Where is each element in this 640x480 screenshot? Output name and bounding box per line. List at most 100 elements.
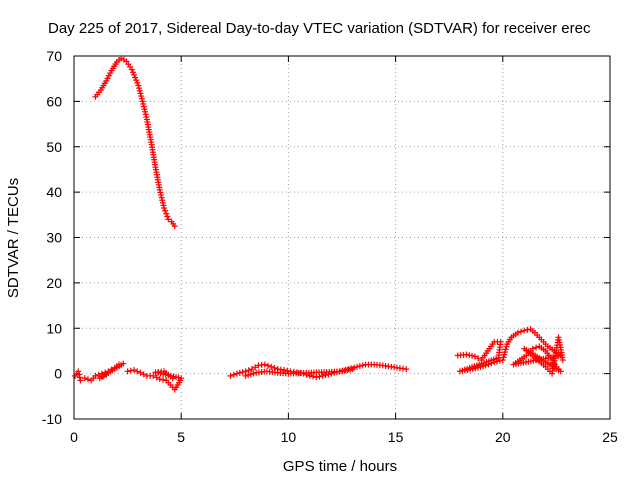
data-points (72, 55, 566, 393)
data-point (281, 366, 288, 373)
data-point (485, 361, 492, 368)
data-point (236, 369, 243, 376)
data-point (129, 69, 136, 76)
data-point (469, 352, 476, 359)
data-point (265, 362, 272, 369)
data-point (230, 371, 237, 378)
data-point (136, 85, 143, 92)
data-point (250, 370, 257, 377)
data-point (354, 363, 361, 370)
x-tick-label: 0 (70, 429, 78, 445)
data-point (159, 376, 166, 383)
data-point (521, 327, 528, 334)
data-point (242, 372, 249, 379)
y-tick-label: -10 (42, 411, 62, 427)
data-point (518, 328, 525, 335)
data-point (501, 351, 508, 358)
data-point (124, 368, 131, 375)
data-point (496, 357, 503, 364)
y-tick-label: 20 (46, 275, 62, 291)
data-point (349, 366, 356, 373)
data-point (92, 372, 99, 379)
data-point (165, 216, 172, 223)
data-point (95, 371, 102, 378)
data-point (247, 371, 254, 378)
data-point (156, 376, 163, 383)
data-point (135, 82, 142, 89)
data-point (128, 66, 135, 73)
data-point (252, 364, 259, 371)
data-point (171, 223, 178, 230)
x-tick-label: 25 (602, 429, 618, 445)
y-tick-label: 60 (46, 93, 62, 109)
data-point (499, 357, 506, 364)
axis-ticks (73, 55, 611, 420)
data-point (140, 371, 147, 378)
data-point (104, 75, 111, 82)
data-point (503, 343, 510, 350)
data-point (138, 95, 145, 102)
data-point (103, 77, 110, 84)
data-point (319, 372, 326, 379)
data-point (306, 372, 313, 379)
data-point (138, 93, 145, 100)
data-point (107, 70, 114, 77)
data-point (322, 372, 329, 379)
data-point (133, 77, 140, 84)
y-tick-label: 0 (54, 366, 62, 382)
x-axis-label: GPS time / hours (283, 458, 397, 475)
x-tick-label: 20 (495, 429, 511, 445)
data-point (84, 376, 91, 383)
data-point (136, 87, 143, 94)
y-axis-label: SDTVAR / TECUs (5, 178, 22, 298)
data-point (131, 366, 138, 373)
data-point (77, 377, 84, 384)
data-point (268, 363, 275, 370)
y-tick-label: 40 (46, 184, 62, 200)
data-point (471, 353, 478, 360)
data-point (134, 79, 141, 86)
data-point (137, 369, 144, 376)
data-point (103, 371, 110, 378)
data-point (356, 363, 363, 370)
data-point (233, 370, 240, 377)
data-point (227, 372, 234, 379)
data-point (127, 367, 134, 374)
data-point (488, 360, 495, 367)
x-tick-label: 5 (177, 429, 185, 445)
data-point (164, 213, 171, 220)
data-point (529, 345, 536, 352)
data-point (500, 354, 507, 361)
data-point (494, 358, 501, 365)
data-point (131, 71, 138, 78)
data-point (501, 349, 508, 356)
y-tick-label: 50 (46, 139, 62, 155)
y-tick-label: 30 (46, 230, 62, 246)
data-point (153, 374, 160, 381)
data-point (169, 375, 176, 382)
data-point (76, 371, 83, 378)
data-point (359, 362, 366, 369)
data-point (239, 369, 246, 376)
data-point (162, 207, 169, 214)
chart-title: Day 225 of 2017, Sidereal Day-to-day VTE… (48, 20, 591, 37)
data-point (105, 72, 112, 79)
data-point (96, 375, 103, 382)
y-tick-label: 10 (46, 320, 62, 336)
x-tick-label: 10 (281, 429, 297, 445)
data-point (261, 361, 268, 368)
data-point (150, 372, 157, 379)
data-point (463, 351, 470, 358)
data-point (533, 344, 540, 351)
x-tick-labels: 0 5 10 15 20 25 (70, 429, 618, 445)
data-point (132, 74, 139, 81)
data-point (559, 357, 566, 364)
x-tick-label: 15 (388, 429, 404, 445)
data-point (76, 374, 83, 381)
data-point (245, 372, 252, 379)
data-point (75, 368, 82, 375)
data-point (161, 205, 168, 212)
data-point (134, 368, 141, 375)
data-point (502, 346, 509, 353)
